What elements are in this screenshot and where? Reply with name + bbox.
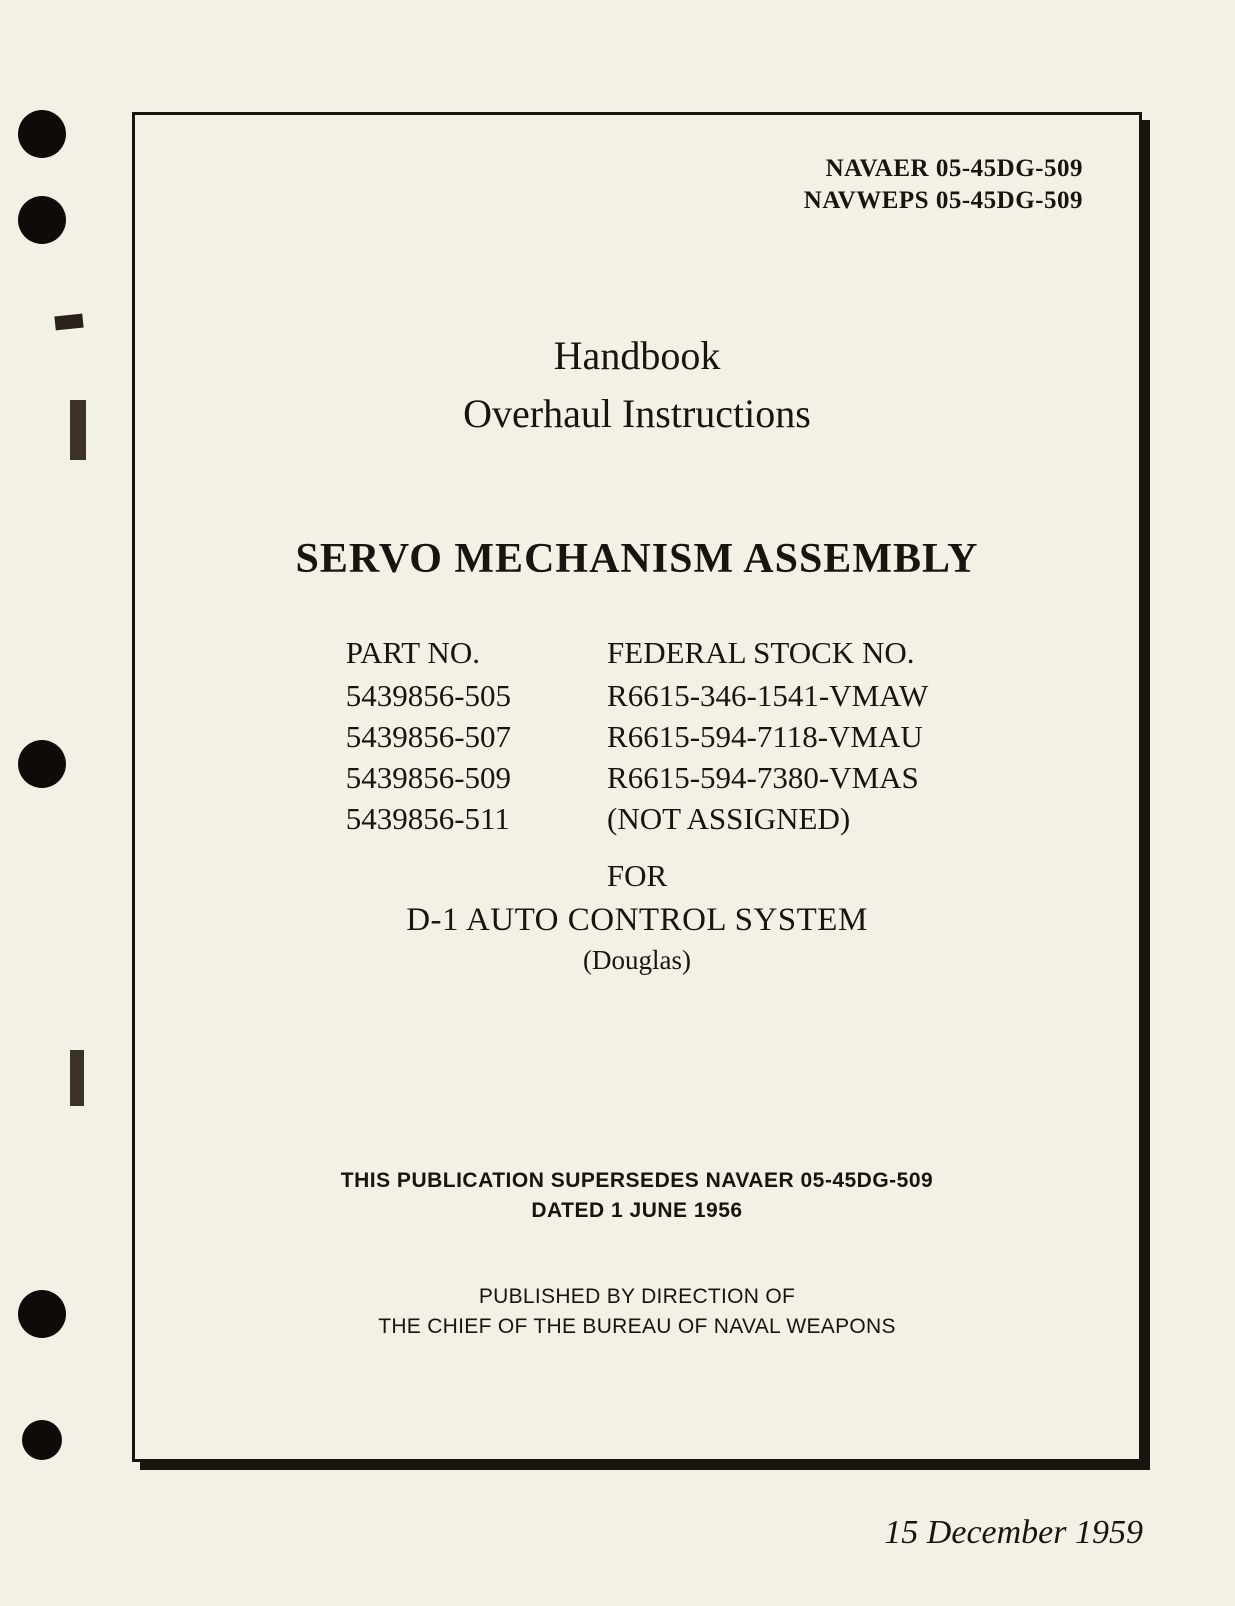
supersedes-line-1: THIS PUBLICATION SUPERSEDES NAVAER 05-45… [191,1166,1083,1196]
stock-no-item: R6615-594-7380-VMAS [607,758,928,799]
page: NAVAER 05-45DG-509 NAVWEPS 05-45DG-509 H… [0,0,1235,1606]
published-line-1: PUBLISHED BY DIRECTION OF [191,1282,1083,1311]
stock-no-column: FEDERAL STOCK NO. R6615-346-1541-VMAW R6… [607,633,928,840]
system-name: D-1 AUTO CONTROL SYSTEM [191,902,1083,939]
part-no-item: 5439856-511 [346,799,511,840]
doc-id-navweps: NAVWEPS 05-45DG-509 [191,185,1083,217]
punch-hole [22,1420,62,1460]
frame: NAVAER 05-45DG-509 NAVWEPS 05-45DG-509 H… [132,112,1142,1462]
edge-mark [54,314,83,331]
punch-hole [18,196,66,244]
handbook-heading: Handbook Overhaul Instructions [191,327,1083,443]
stock-no-item: R6615-594-7118-VMAU [607,717,928,758]
binder-holes [0,0,90,1606]
part-no-header: PART NO. [346,633,511,674]
publication-date: 15 December 1959 [884,1514,1143,1552]
part-no-item: 5439856-509 [346,758,511,799]
stock-no-item: R6615-346-1541-VMAW [607,676,928,717]
edge-mark [70,400,86,460]
handbook-line-1: Handbook [191,327,1083,385]
part-no-column: PART NO. 5439856-505 5439856-507 5439856… [346,633,511,840]
manufacturer: (Douglas) [191,945,1083,976]
doc-id-navaer: NAVAER 05-45DG-509 [191,153,1083,185]
edge-mark [70,1050,84,1106]
main-title: SERVO MECHANISM ASSEMBLY [191,535,1083,583]
stock-no-item: (NOT ASSIGNED) [607,799,928,840]
handbook-line-2: Overhaul Instructions [191,385,1083,443]
content-frame: NAVAER 05-45DG-509 NAVWEPS 05-45DG-509 H… [132,112,1142,1462]
punch-hole [18,1290,66,1338]
published-line-2: THE CHIEF OF THE BUREAU OF NAVAL WEAPONS [191,1312,1083,1341]
for-label: FOR [191,858,1083,894]
part-no-item: 5439856-507 [346,717,511,758]
part-no-item: 5439856-505 [346,676,511,717]
supersedes-line-2: DATED 1 JUNE 1956 [191,1196,1083,1226]
stock-no-header: FEDERAL STOCK NO. [607,633,928,674]
supersedes-note: THIS PUBLICATION SUPERSEDES NAVAER 05-45… [191,1166,1083,1227]
part-stock-columns: PART NO. 5439856-505 5439856-507 5439856… [191,633,1083,840]
published-by: PUBLISHED BY DIRECTION OF THE CHIEF OF T… [191,1282,1083,1341]
document-ids: NAVAER 05-45DG-509 NAVWEPS 05-45DG-509 [191,153,1083,217]
punch-hole [18,110,66,158]
punch-hole [18,740,66,788]
